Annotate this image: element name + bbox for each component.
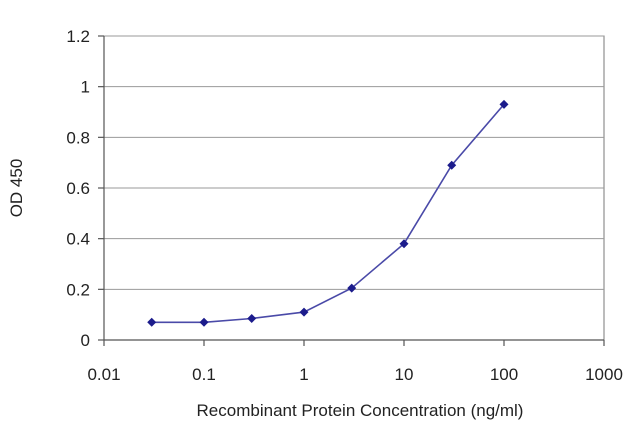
x-tick-label: 0.1 xyxy=(192,365,216,384)
data-point xyxy=(447,160,457,170)
data-point xyxy=(147,317,157,327)
series-line xyxy=(151,103,505,324)
y-tick-label: 1 xyxy=(81,78,90,97)
data-point xyxy=(499,99,509,109)
x-axis-label: Recombinant Protein Concentration (ng/ml… xyxy=(197,401,524,420)
data-point xyxy=(247,313,257,323)
x-tick-label: 10 xyxy=(395,365,414,384)
y-tick-label: 1.2 xyxy=(66,27,90,46)
x-tick-label: 100 xyxy=(490,365,518,384)
data-point xyxy=(299,307,309,317)
x-tick-label: 1 xyxy=(299,365,308,384)
y-tick-label: 0 xyxy=(81,331,90,350)
gridlines xyxy=(104,35,604,290)
x-tick-label: 0.01 xyxy=(87,365,120,384)
data-series xyxy=(147,99,509,327)
axes xyxy=(98,35,605,346)
y-tick-label: 0.8 xyxy=(66,128,90,147)
y-tick-label: 0.6 xyxy=(66,179,90,198)
x-tick-label: 1000 xyxy=(585,365,623,384)
data-point xyxy=(347,283,357,293)
data-point xyxy=(399,239,409,249)
data-point xyxy=(199,317,209,327)
y-tick-label: 0.2 xyxy=(66,280,90,299)
y-axis-tick-labels: 0 0.2 0.4 0.6 0.8 1 1.2 xyxy=(66,27,90,350)
y-tick-label: 0.4 xyxy=(66,230,90,249)
x-axis-tick-labels: 0.01 0.1 1 10 100 1000 xyxy=(87,365,622,384)
y-axis-label: OD 450 xyxy=(7,159,26,218)
